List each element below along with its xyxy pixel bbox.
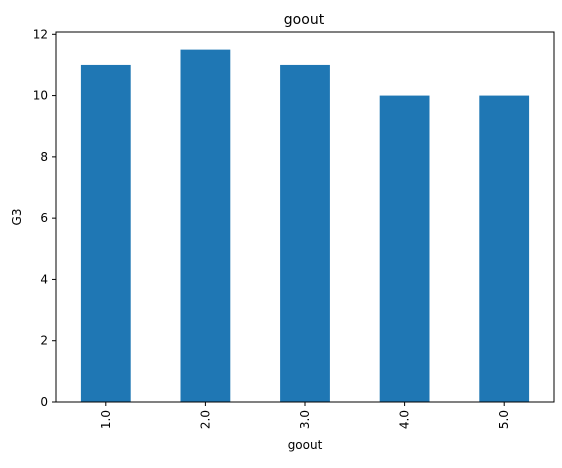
y-tick-label: 2 [40,334,48,348]
plot-area [80,49,530,403]
x-tick-label: 1.0 [99,410,113,429]
y-axis-label: G3 [10,209,24,226]
x-axis: 1.0 2.0 3.0 4.0 5.0 [99,402,511,429]
y-tick-label: 4 [40,272,48,286]
y-tick-label: 8 [40,150,48,164]
y-tick-label: 0 [40,395,48,409]
x-tick-label: 3.0 [298,410,312,429]
x-tick-label: 5.0 [497,410,511,429]
bar-5.0 [479,95,530,402]
x-tick-label: 4.0 [398,410,412,429]
bar-1.0 [80,64,131,402]
y-axis: 0 2 4 6 8 10 12 [33,27,56,409]
bar-2.0 [180,49,231,403]
bar-3.0 [280,64,330,402]
y-tick-label: 10 [33,89,48,103]
y-tick-label: 12 [33,27,48,41]
bar-4.0 [379,95,430,402]
y-tick-label: 6 [40,211,48,225]
x-tick-label: 2.0 [198,410,212,429]
x-axis-label: goout [288,438,323,452]
chart-title: goout [284,12,325,28]
